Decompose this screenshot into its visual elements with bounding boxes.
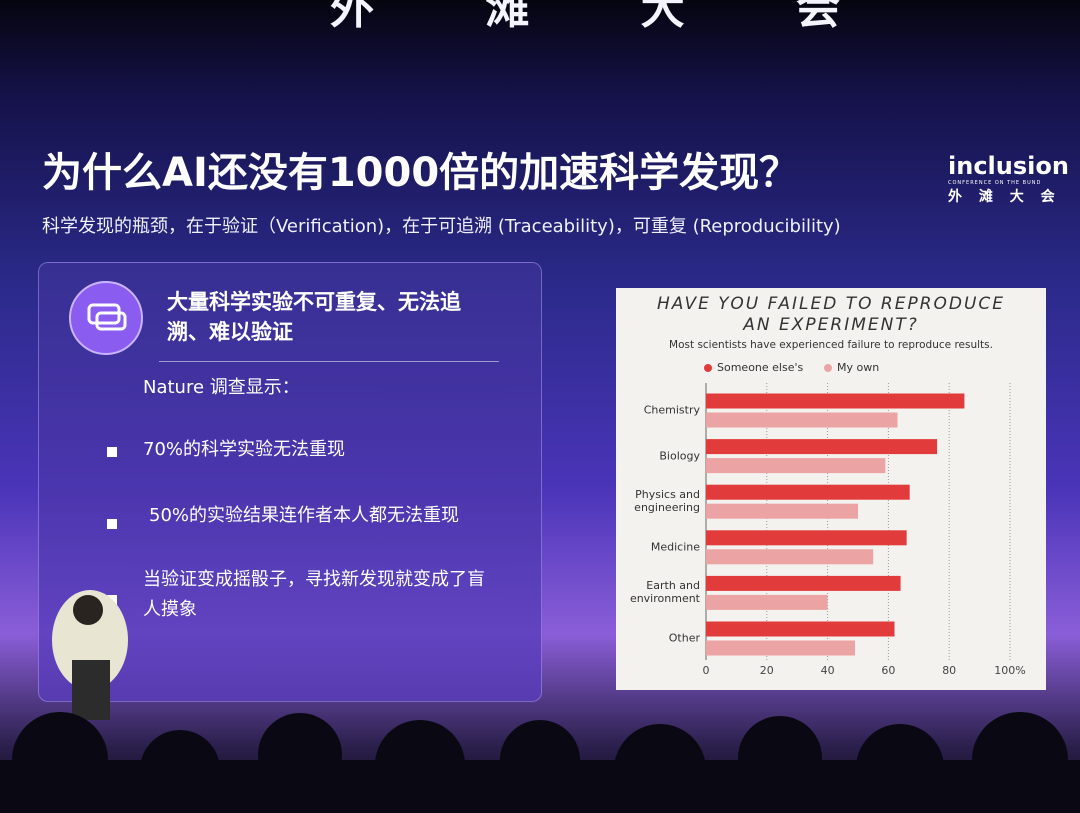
slide-title: 为什么AI还没有1000倍的加速科学发现？: [42, 150, 800, 196]
bar: [706, 549, 874, 565]
x-tick-label: 0: [703, 664, 710, 677]
divider: [159, 361, 499, 362]
logo-cn: 外 滩 大 会: [948, 189, 1061, 205]
bar: [706, 393, 965, 409]
bar: [706, 439, 938, 455]
bar: [706, 458, 886, 474]
slide-subtitle: 科学发现的瓶颈，在于验证（Verification)，在于可追溯 (Tracea…: [42, 216, 841, 237]
bar: [706, 621, 895, 637]
category-label: Medicine: [650, 540, 700, 554]
chat-icon: [69, 281, 143, 355]
info-panel: 大量科学实验不可重复、无法追溯、难以验证 Nature 调查显示： 70%的科学…: [38, 262, 542, 702]
category-label: Biology: [659, 449, 700, 463]
bullet: 50%的实验结果连作者本人都无法重现: [149, 505, 460, 526]
bullet-marker: [107, 447, 117, 457]
category-label: Earth and environment: [629, 579, 700, 606]
bullet-marker: [107, 595, 117, 605]
bar: [706, 594, 828, 610]
chart-subtitle: Most scientists have experienced failure…: [669, 339, 993, 351]
category-label: Chemistry: [643, 403, 700, 417]
legend-swatch: [824, 364, 832, 372]
audience: [0, 712, 1080, 813]
bullet: 当验证变成摇骰子，寻找新发现就变成了盲人摸象: [143, 569, 485, 620]
x-tick-label: 20: [760, 664, 774, 677]
chart-title: HAVE YOU FAILED TO REPRODUCE AN EXPERIME…: [656, 294, 1006, 335]
x-tick-label: 40: [821, 664, 835, 677]
bar: [706, 530, 907, 546]
chart: 0 20 40 60 80 100%: [703, 364, 1026, 677]
stage-banner: 外 滩 大 会: [330, 0, 888, 34]
panel-heading: 大量科学实验不可重复、无法追溯、难以验证: [167, 290, 461, 344]
logo-name: inclusion: [948, 152, 1069, 180]
icon-glyph: [87, 303, 127, 331]
bar: [706, 640, 855, 656]
bar: [706, 575, 901, 591]
bar: [706, 412, 898, 428]
legend-label: Someone else's: [717, 361, 804, 374]
x-tick-label: 100%: [994, 664, 1025, 677]
bullet-marker: [107, 519, 117, 529]
x-tick-label: 80: [942, 664, 956, 677]
chart-card: 0 20 40 60 80 100% HAVE YOU FAILED TO REPRODU…: [616, 288, 1046, 690]
bar: [706, 484, 910, 500]
logo: inclusion CONFERENCE ON THE BUND 外 滩 大 会: [948, 152, 1069, 206]
x-tick-label: 60: [881, 664, 895, 677]
category-label: Physics and engineering: [634, 488, 700, 515]
panel-intro: Nature 调查显示：: [143, 377, 300, 398]
logo-tagline: CONFERENCE ON THE BUND: [948, 180, 1042, 186]
legend-swatch: [704, 364, 712, 372]
legend-label: My own: [837, 361, 880, 374]
category-label: Other: [668, 631, 700, 645]
bar: [706, 503, 858, 519]
bullet: 70%的科学实验无法重现: [143, 439, 346, 460]
